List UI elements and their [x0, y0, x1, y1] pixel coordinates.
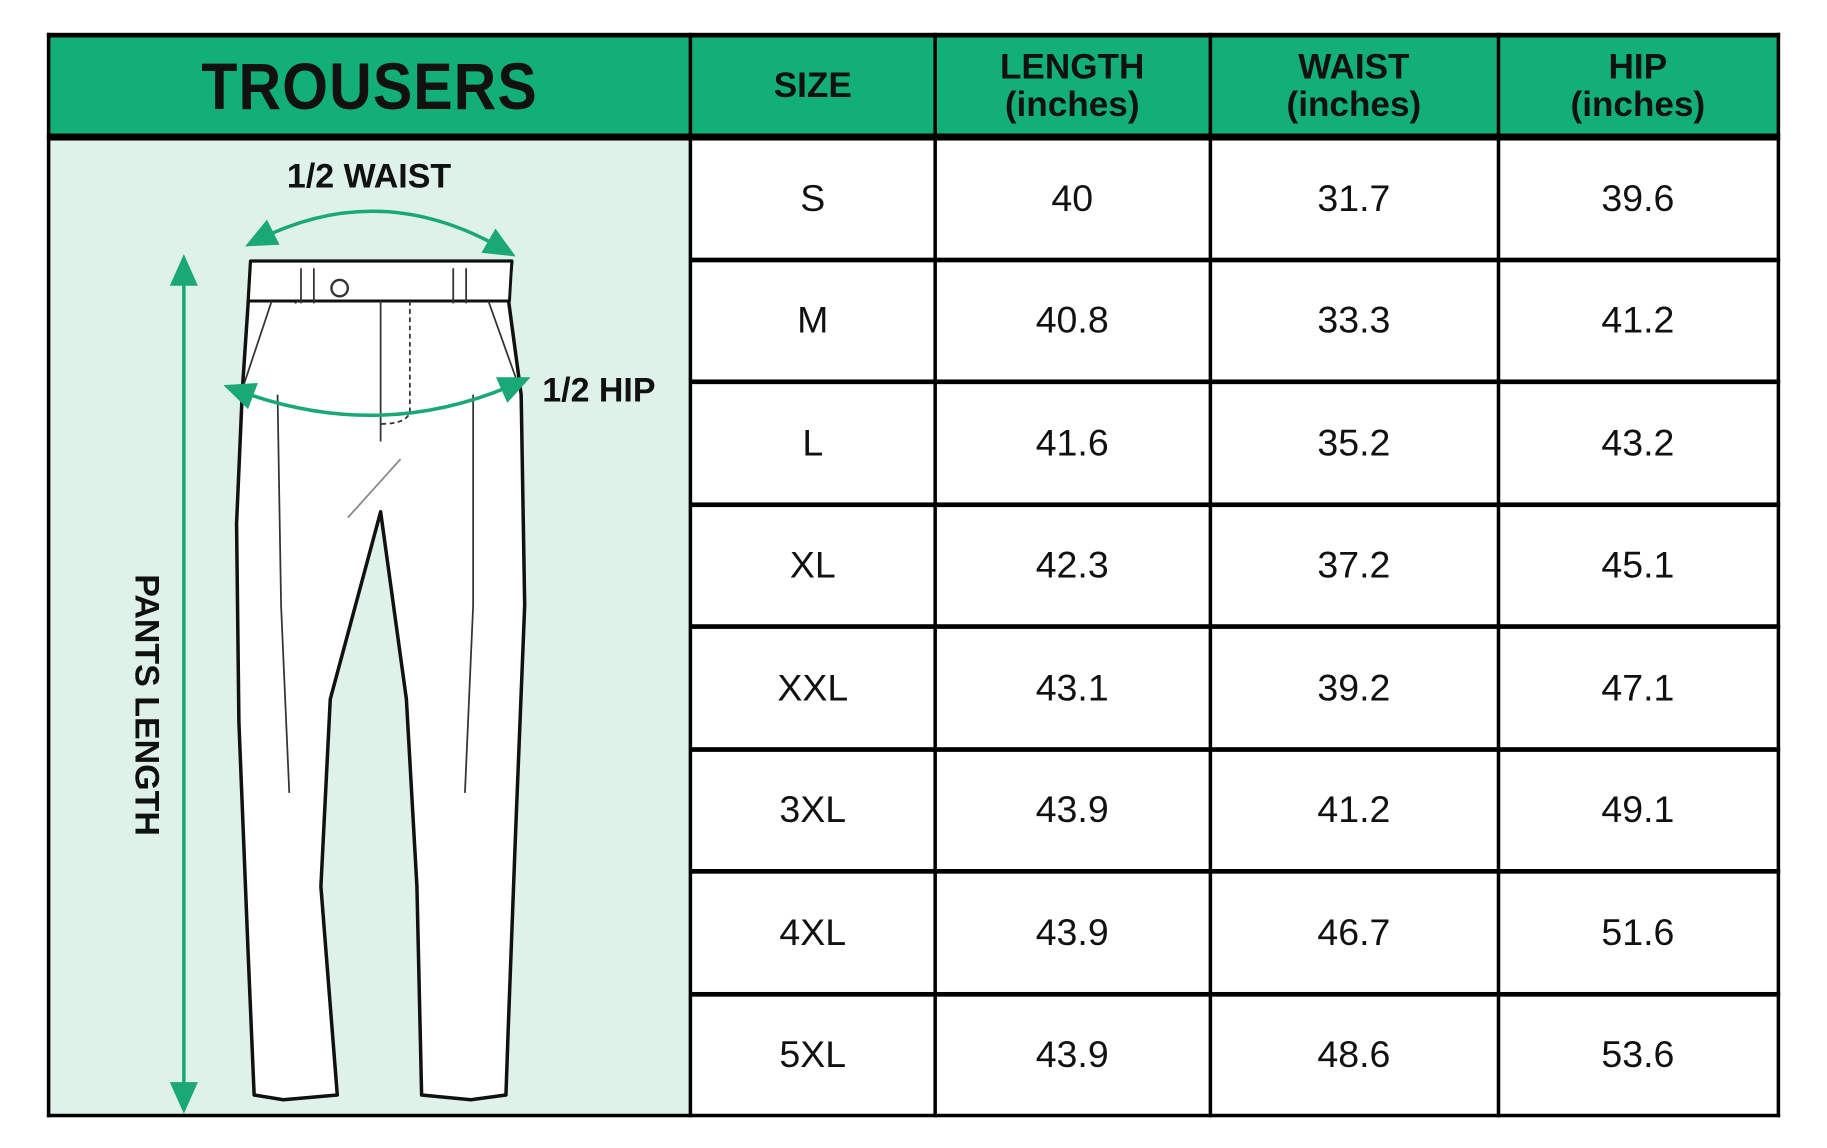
length-label: PANTS LENGTH: [127, 574, 165, 836]
size-cell: 3XL: [690, 748, 935, 872]
measurement-cell: 43.1: [934, 626, 1210, 749]
measurement-cell: 43.2: [1497, 381, 1778, 505]
size-cell: 4XL: [690, 871, 935, 994]
column-header-size: SIZE: [690, 35, 935, 138]
column-unit: (inches): [1004, 84, 1140, 124]
grid-line: [690, 746, 1781, 752]
column-title: HIP: [1608, 47, 1668, 87]
size-cell: 5XL: [690, 993, 935, 1117]
measurement-cell: 31.7: [1209, 137, 1498, 260]
grid-line: [690, 257, 1781, 262]
measurement-cell: 45.1: [1497, 504, 1778, 627]
grid-line: [690, 624, 1781, 629]
grid-line: [1208, 32, 1213, 1118]
measurement-cell: 43.9: [934, 871, 1210, 994]
trousers-illustration: [169, 209, 531, 1114]
grid-line: [46, 32, 1781, 38]
measurement-cell: 41.2: [1497, 259, 1778, 382]
measurement-cell: 40.8: [934, 259, 1210, 382]
measurement-cell: 43.9: [934, 748, 1210, 872]
grid-line: [688, 32, 693, 1118]
column-header-length: LENGTH (inches): [934, 35, 1210, 138]
button-icon: [330, 278, 350, 298]
grid-line: [1496, 32, 1501, 1118]
column-title: SIZE: [773, 66, 852, 105]
measurement-cell: 43.9: [934, 993, 1210, 1117]
measurement-cell: 35.2: [1209, 381, 1498, 505]
grid-line: [690, 501, 1781, 507]
size-cell: XL: [690, 504, 935, 627]
size-cell: L: [690, 381, 935, 505]
waist-arrow: [245, 209, 516, 257]
grid-line: [690, 379, 1781, 385]
measurement-cell: 42.3: [934, 504, 1210, 627]
grid-line: [46, 1113, 1781, 1118]
grid-line: [690, 868, 1781, 874]
measurement-cell: 40: [934, 137, 1210, 260]
column-title: WAIST: [1298, 47, 1410, 87]
column-title: LENGTH: [999, 47, 1145, 87]
waist-label: 1/2 WAIST: [286, 158, 452, 196]
column-unit: (inches): [1570, 84, 1706, 124]
measurement-cell: 41.2: [1209, 748, 1498, 872]
column-header-waist: WAIST (inches): [1209, 35, 1498, 138]
trousers-diagram-panel: 1/2 WAIST 1/2 HIP PANTS LENGTH: [49, 137, 691, 1117]
table-title: TROUSERS: [201, 49, 539, 123]
measurement-cell: 39.6: [1497, 137, 1778, 260]
measurement-cell: 39.2: [1209, 626, 1498, 749]
measurement-cell: 41.6: [934, 381, 1210, 505]
size-cell: XXL: [690, 626, 935, 749]
grid-line: [933, 32, 937, 1118]
hip-label: 1/2 HIP: [542, 372, 656, 410]
measurement-cell: 51.6: [1497, 871, 1778, 994]
table-title-cell: TROUSERS: [49, 35, 691, 138]
size-cell: S: [690, 137, 935, 260]
measurement-cell: 47.1: [1497, 626, 1778, 749]
measurement-cell: 37.2: [1209, 504, 1498, 627]
grid-line: [46, 133, 1781, 141]
column-header-hip: HIP (inches): [1497, 35, 1778, 138]
measurement-cell: 53.6: [1497, 993, 1778, 1117]
grid-line: [46, 32, 51, 1118]
size-cell: M: [690, 259, 935, 382]
grid-line: [690, 991, 1781, 997]
measurement-cell: 33.3: [1209, 259, 1498, 382]
measurement-cell: 48.6: [1209, 993, 1498, 1117]
grid-line: [1776, 32, 1781, 1118]
hip-arrow: [223, 377, 531, 417]
column-unit: (inches): [1286, 84, 1422, 124]
measurement-cell: 49.1: [1497, 748, 1778, 872]
measurement-cell: 46.7: [1209, 871, 1498, 994]
